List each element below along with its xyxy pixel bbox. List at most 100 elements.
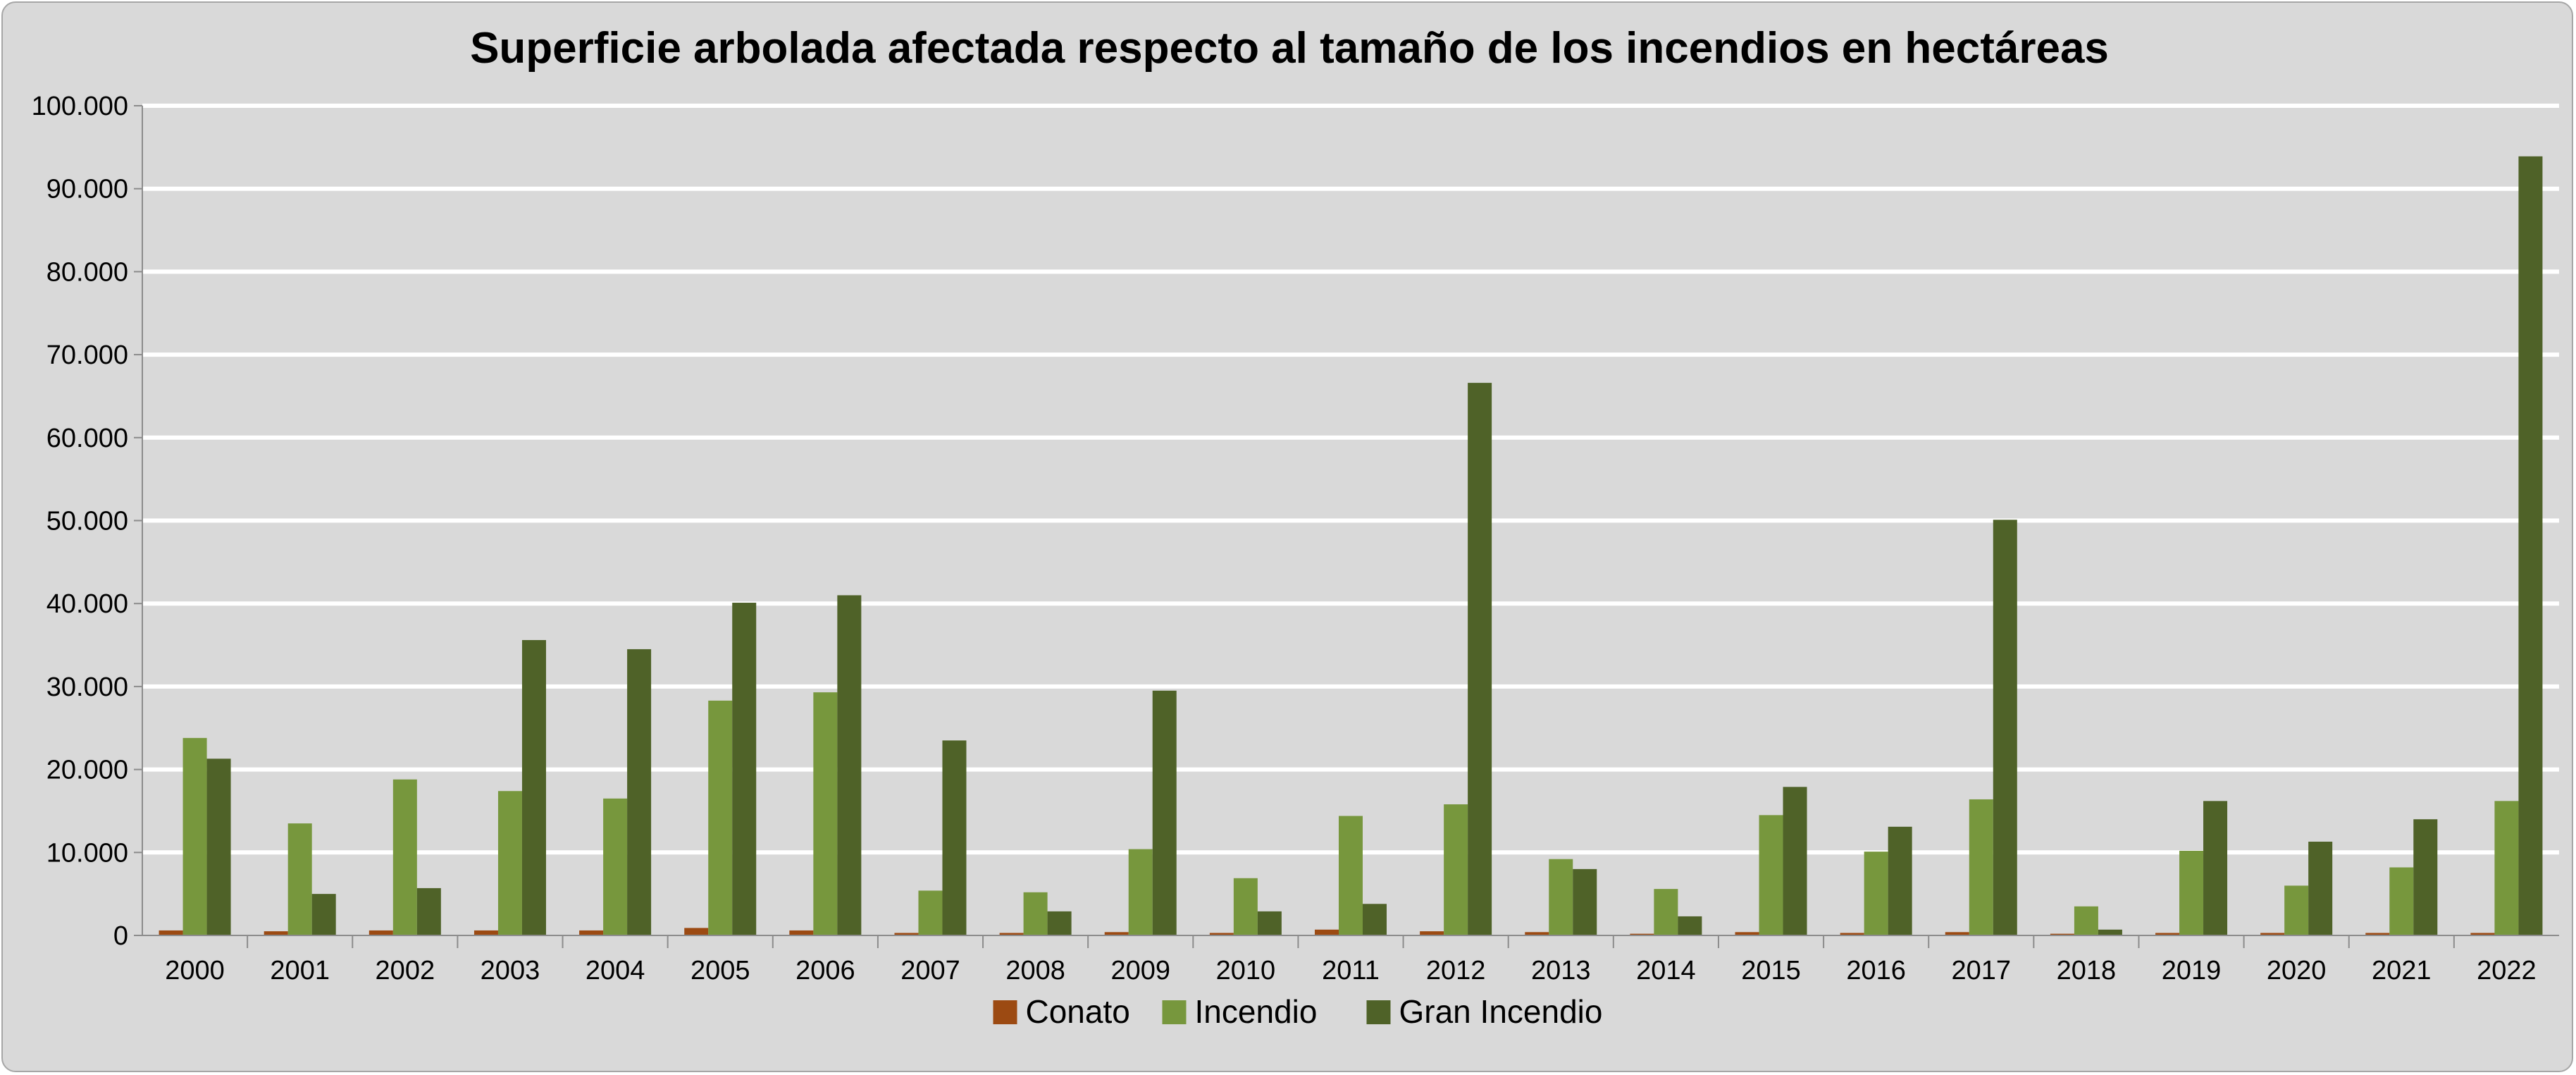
bar-gran-incendio [1993,520,2017,935]
bar-conato [789,930,814,935]
bar-gran-incendio [416,887,441,935]
y-tick-label: 90.000 [47,175,128,204]
bar-conato [684,928,709,935]
legend-label: Incendio [1195,993,1318,1030]
bar-gran-incendio [2308,841,2333,935]
bar-conato [2260,933,2285,935]
x-tick-label: 2001 [270,956,330,985]
bar-conato [1630,933,1654,935]
x-tick-label: 2021 [2372,956,2432,985]
bar-gran-incendio [2203,801,2228,935]
bar-conato [2470,933,2495,935]
y-tick-label: 60.000 [47,424,128,453]
y-tick-label: 100.000 [32,92,128,121]
chart-title: Superficie arbolada afectada respecto al… [470,24,2109,73]
bar-incendio [2284,885,2309,935]
bar-incendio [2494,801,2519,935]
x-tick-label: 2016 [1846,956,1906,985]
y-tick-label: 50.000 [47,507,128,536]
legend-item: Gran Incendio [1366,993,1603,1030]
bar-conato [1945,932,1969,935]
grid-lines [142,104,2559,855]
bar-incendio [1233,878,1258,935]
bar-conato [2155,933,2180,935]
bar-gran-incendio [1363,904,1387,935]
legend-label: Conato [1026,993,1130,1030]
bar-incendio [392,779,417,935]
bar-gran-incendio [1573,868,1597,935]
axes: 0 10.000 20.000 30.000 40.000 50.000 60.000 70.… [32,92,2559,985]
bar-gran-incendio [1888,826,1912,935]
bar-conato [473,930,498,935]
x-tick-label: 2010 [1216,956,1276,985]
bar-gran-incendio [942,740,967,935]
x-tick-label: 2004 [586,956,645,985]
bar-conato [1420,931,1444,935]
x-tick-label: 2022 [2477,956,2537,985]
x-tick-label: 2009 [1110,956,1170,985]
x-tick-label: 2006 [795,956,855,985]
x-tick-label: 2019 [2162,956,2222,985]
bar-incendio [497,791,522,935]
legend-swatch [1366,1000,1391,1024]
bar-conato [579,930,604,935]
bar-incendio [918,890,943,935]
x-tick-label: 2012 [1426,956,1486,985]
bar-incendio [813,692,838,935]
x-tick-label: 2020 [2267,956,2327,985]
legend: Conato Incendio Gran Incendio [993,993,1603,1030]
bar-conato [369,930,393,935]
x-tick-label: 2008 [1005,956,1065,985]
x-tick-label: 2014 [1636,956,1696,985]
bar-incendio [1444,804,1468,935]
bar-gran-incendio [2413,819,2438,935]
legend-label: Gran Incendio [1399,993,1603,1030]
y-tick-label: 80.000 [47,257,128,287]
bar-incendio [603,798,628,935]
bar-gran-incendio [1783,787,1807,935]
y-tick-label: 0 [113,921,128,951]
bar-incendio [1759,815,1783,935]
bar-conato [2365,933,2390,935]
bar-gran-incendio [837,595,862,935]
bar-incendio [287,823,312,935]
bar-incendio [2179,850,2204,935]
bar-incendio [1654,889,1678,935]
bar-conato [1735,932,1759,935]
bar-gran-incendio [311,894,336,935]
x-tick-label: 2013 [1531,956,1591,985]
x-tick-label: 2002 [376,956,435,985]
x-tick-label: 2015 [1741,956,1801,985]
bar-incendio [1969,799,1993,935]
legend-swatch [1162,1000,1187,1024]
x-tick-label: 2003 [481,956,540,985]
bar-gran-incendio [1468,383,1492,935]
y-tick-label: 30.000 [47,672,128,702]
bar-gran-incendio [206,758,231,935]
y-tick-label: 10.000 [47,838,128,868]
legend-swatch [993,1000,1017,1024]
bar-conato [999,933,1024,935]
y-tick-label: 20.000 [47,756,128,785]
x-tick-label: 2011 [1322,956,1380,985]
bar-conato [1840,933,1864,935]
bar-conato [894,933,919,935]
bar-gran-incendio [732,603,757,935]
x-tick-label: 2007 [900,956,960,985]
bar-incendio [182,737,207,935]
bar-conato [2050,933,2074,935]
bar-gran-incendio [1152,690,1177,935]
bar-conato [159,930,183,935]
bar-conato [1209,933,1234,935]
bar-gran-incendio [2098,929,2122,935]
bar-incendio [1339,816,1363,935]
y-tick-label: 40.000 [47,589,128,619]
bar-gran-incendio [1047,911,1072,935]
bar-conato [1104,932,1129,935]
bars [159,156,2543,935]
legend-item: Incendio [1162,993,1318,1030]
x-tick-label: 2000 [165,956,225,985]
bar-chart: Superficie arbolada afectada respecto al… [32,24,2559,1030]
bar-incendio [1549,859,1573,935]
bar-incendio [708,700,733,935]
